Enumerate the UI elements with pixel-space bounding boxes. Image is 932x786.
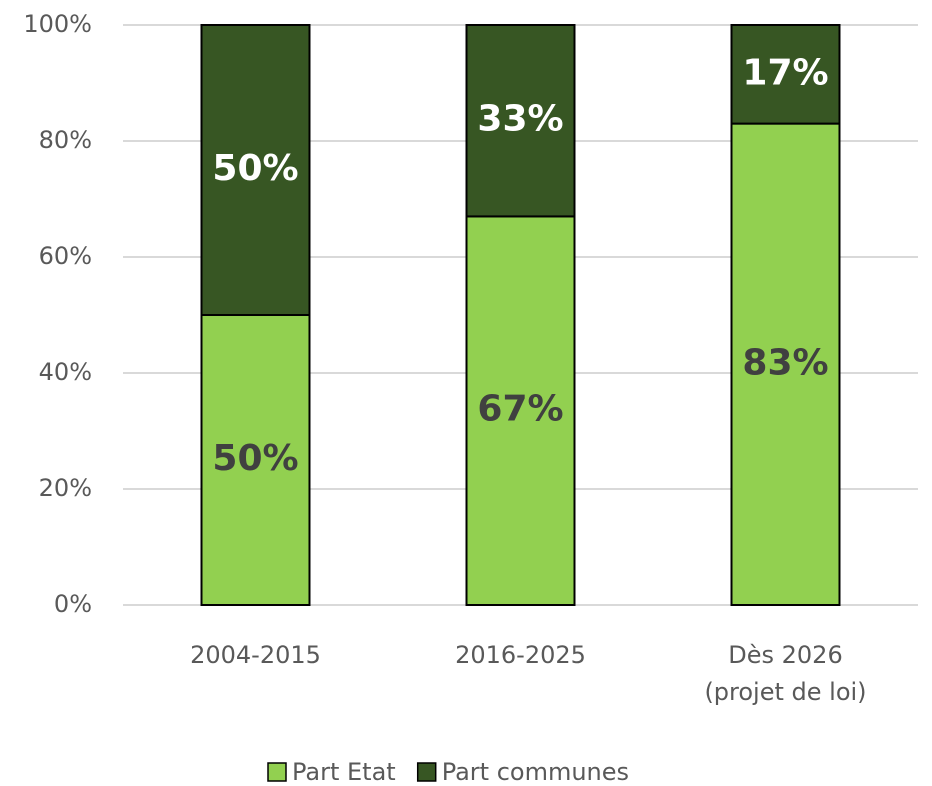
legend-swatch (416, 762, 437, 782)
x-tick-label: Dès 2026 (projet de loi) (704, 641, 866, 706)
y-tick-label: 40% (39, 358, 92, 386)
y-tick-label: 60% (39, 242, 92, 270)
y-tick-label: 100% (23, 10, 92, 38)
legend-label: Part communes (442, 758, 629, 786)
data-label: 50% (212, 438, 298, 479)
data-label: 67% (477, 389, 563, 430)
data-label: 33% (477, 99, 563, 140)
x-tick-label: 2004-2015 (190, 641, 321, 669)
bar-segment (200, 24, 311, 316)
bar-segment (465, 215, 576, 606)
x-tick-label: 2016-2025 (455, 641, 586, 669)
bar-segment (730, 122, 841, 606)
bar-segment (465, 24, 576, 218)
data-label: 83% (742, 342, 828, 383)
legend-label: Part Etat (292, 758, 396, 786)
bar-segment (200, 314, 311, 606)
bar-segment (730, 24, 841, 125)
y-tick-label: 20% (39, 474, 92, 502)
data-label: 17% (742, 52, 828, 93)
y-tick-label: 0% (54, 590, 92, 618)
y-tick-label: 80% (39, 126, 92, 154)
data-label: 50% (212, 148, 298, 189)
legend-swatch (267, 762, 287, 782)
